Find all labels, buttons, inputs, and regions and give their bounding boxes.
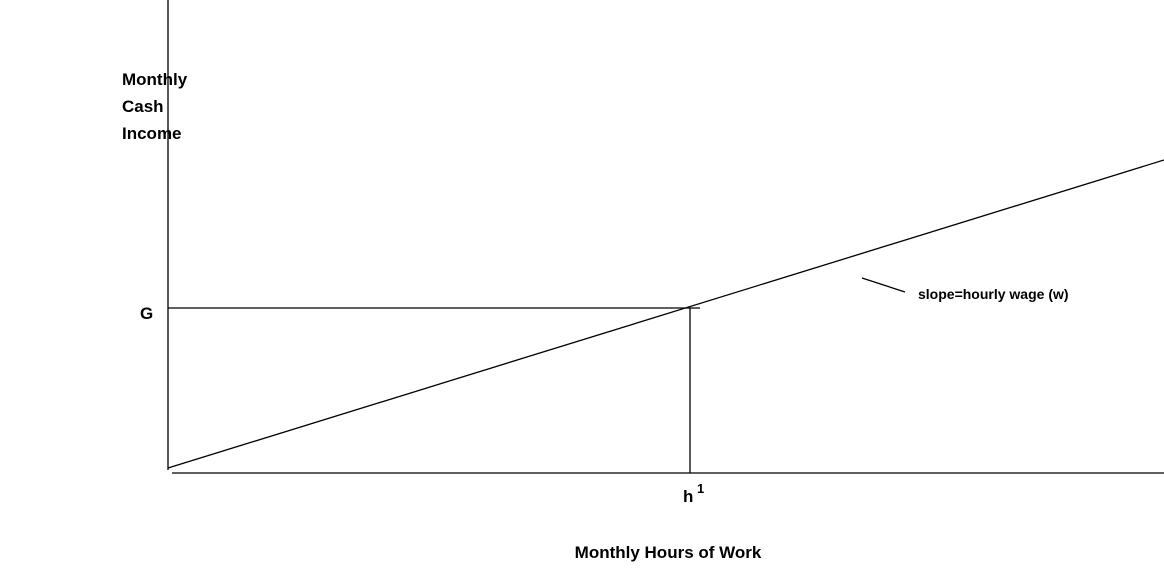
g-label: G [140, 304, 153, 323]
x-axis-label: Monthly Hours of Work [575, 543, 762, 562]
y-axis-label: Monthly [122, 70, 188, 89]
y-axis-label: Income [122, 124, 182, 143]
h-superscript: 1 [697, 481, 704, 496]
budget-line [167, 159, 1164, 469]
annotation-pointer [861, 277, 906, 293]
h-label: h [683, 487, 693, 506]
y-axis-label: Cash [122, 97, 164, 116]
slope-label: slope=hourly wage (w) [918, 286, 1069, 302]
